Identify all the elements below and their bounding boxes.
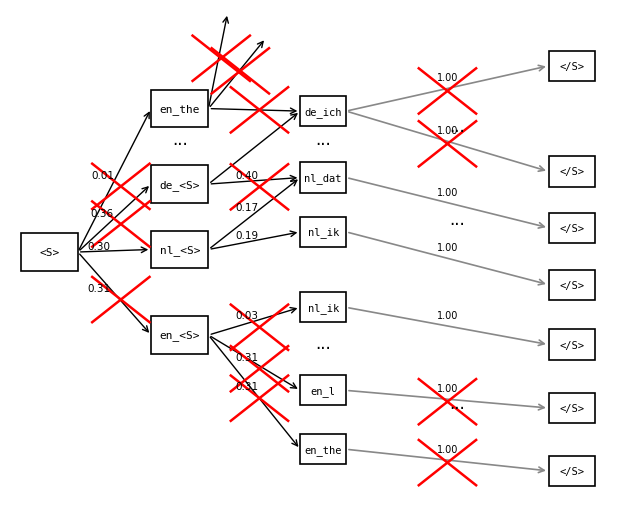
- Text: nl_<S>: nl_<S>: [159, 244, 200, 256]
- FancyBboxPatch shape: [548, 52, 595, 82]
- Text: 0.31: 0.31: [87, 284, 110, 294]
- Text: 1.00: 1.00: [436, 310, 458, 320]
- Text: </S>: </S>: [559, 62, 584, 72]
- Text: 0.36: 0.36: [90, 209, 113, 219]
- FancyBboxPatch shape: [300, 163, 346, 193]
- Text: nl_ik: nl_ik: [308, 227, 339, 238]
- Text: </S>: </S>: [559, 280, 584, 290]
- Text: ···: ···: [449, 216, 465, 234]
- FancyBboxPatch shape: [20, 234, 78, 271]
- FancyBboxPatch shape: [548, 157, 595, 187]
- FancyBboxPatch shape: [300, 434, 346, 465]
- Text: de_<S>: de_<S>: [159, 179, 200, 190]
- Text: 1.00: 1.00: [436, 73, 458, 83]
- Text: </S>: </S>: [559, 340, 584, 350]
- Text: 0.01: 0.01: [92, 171, 115, 181]
- FancyBboxPatch shape: [151, 317, 209, 354]
- Text: 0.19: 0.19: [235, 230, 259, 240]
- FancyBboxPatch shape: [548, 213, 595, 243]
- FancyBboxPatch shape: [548, 393, 595, 423]
- Text: 1.00: 1.00: [436, 187, 458, 197]
- FancyBboxPatch shape: [548, 330, 595, 360]
- Text: </S>: </S>: [559, 167, 584, 177]
- Text: nl_dat: nl_dat: [305, 173, 342, 184]
- Text: </S>: </S>: [559, 223, 584, 233]
- Text: de_ich: de_ich: [305, 107, 342, 117]
- Text: en_the: en_the: [159, 104, 200, 115]
- Text: </S>: </S>: [559, 466, 584, 476]
- Text: en_the: en_the: [305, 444, 342, 455]
- Text: en_l: en_l: [310, 385, 336, 396]
- FancyBboxPatch shape: [300, 376, 346, 406]
- Text: 1.00: 1.00: [436, 126, 458, 136]
- FancyBboxPatch shape: [548, 456, 595, 486]
- Text: 0.30: 0.30: [87, 241, 110, 251]
- Text: 1.00: 1.00: [436, 444, 458, 454]
- FancyBboxPatch shape: [300, 293, 346, 323]
- Text: <S>: <S>: [39, 247, 60, 258]
- FancyBboxPatch shape: [300, 217, 346, 247]
- Text: 0.17: 0.17: [235, 203, 259, 213]
- Text: ···: ···: [172, 135, 188, 154]
- Text: 0.31: 0.31: [235, 381, 259, 391]
- Text: ···: ···: [316, 339, 331, 357]
- Text: 1.00: 1.00: [436, 383, 458, 393]
- Text: ···: ···: [449, 123, 465, 141]
- Text: 0.03: 0.03: [236, 311, 258, 321]
- FancyBboxPatch shape: [151, 231, 209, 269]
- Text: ···: ···: [316, 135, 331, 154]
- Text: en_<S>: en_<S>: [159, 330, 200, 341]
- FancyBboxPatch shape: [151, 90, 209, 128]
- FancyBboxPatch shape: [151, 166, 209, 204]
- Text: nl_ik: nl_ik: [308, 302, 339, 313]
- Text: 0.31: 0.31: [235, 352, 259, 362]
- Text: 0.40: 0.40: [236, 170, 258, 180]
- Text: 1.00: 1.00: [436, 243, 458, 252]
- FancyBboxPatch shape: [300, 97, 346, 127]
- FancyBboxPatch shape: [548, 270, 595, 300]
- Text: ···: ···: [449, 399, 465, 417]
- Text: </S>: </S>: [559, 403, 584, 413]
